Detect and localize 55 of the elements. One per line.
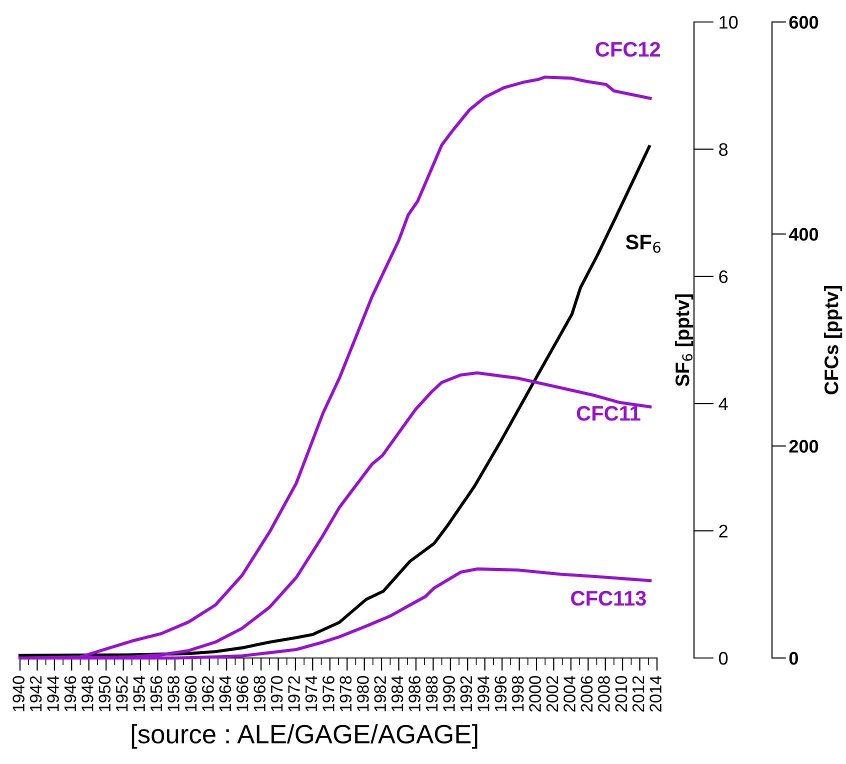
x-tick-label: 2008: [598, 676, 610, 712]
x-tick-label: 1960: [184, 676, 197, 712]
series-label: CFC113: [571, 590, 646, 606]
x-tick-label: 1994: [478, 676, 490, 712]
x-tick-label: 1998: [512, 676, 524, 712]
y-tick-label: 10: [720, 16, 738, 29]
x-tick-label: 1982: [374, 676, 386, 712]
y-tick-label: 4: [718, 398, 728, 410]
x-tick-label: 1954: [133, 676, 145, 712]
x-tick-label: 2004: [564, 676, 576, 712]
x-tick-label: 1952: [116, 676, 128, 712]
x-tick-label: 1970: [270, 676, 283, 712]
x-tick-label: 1946: [64, 676, 76, 712]
y2-axis-title: CFCs [pptv]: [824, 286, 842, 394]
x-tick-label: 2000: [529, 676, 541, 712]
y2-tick-label: 400: [788, 228, 818, 241]
x-tick-label: 1972: [288, 676, 300, 712]
x-tick-label: 1984: [391, 676, 404, 712]
x-tick-label: 1964: [219, 676, 232, 712]
x-tick-label: 1974: [305, 676, 318, 712]
x-tick-label: 1986: [408, 676, 420, 712]
x-tick-label: 1968: [254, 676, 266, 712]
x-tick-label: 1948: [82, 676, 94, 712]
x-tick-label: 1962: [202, 676, 214, 712]
x-tick-label: 1940: [12, 676, 24, 712]
x-tick-label: 2006: [580, 676, 593, 712]
y-tick-label: 6: [719, 270, 728, 284]
x-tick-label: 2014: [650, 676, 662, 712]
y-tick-label: 2: [719, 524, 728, 538]
x-tick-label: 1988: [426, 676, 438, 712]
x-tick-label: 1950: [98, 676, 111, 712]
x-tick-label: 2002: [546, 676, 558, 712]
x-tick-label: 1996: [494, 676, 507, 712]
y-tick-label: 0: [719, 652, 728, 665]
x-tick-label: 1976: [322, 676, 334, 712]
x-tick-label: 1990: [443, 676, 455, 712]
x-tick-label: 1980: [356, 676, 369, 712]
series-label: CFC11: [576, 406, 640, 421]
x-tick-label: 1992: [460, 676, 472, 712]
x-tick-label: 2010: [615, 676, 628, 712]
y-tick-label: 8: [719, 143, 728, 156]
series-label: CFC12: [596, 42, 660, 57]
y2-tick-label: 200: [789, 440, 818, 453]
y2-tick-label: 600: [789, 16, 818, 29]
y2-tick-label: 0: [789, 652, 798, 665]
x-tick-label: 1944: [47, 676, 59, 712]
y-axis-title: SF$_{6}$ [pptv]: [675, 294, 694, 386]
x-tick-label: 1956: [150, 676, 162, 712]
x-tick-label: 1958: [168, 676, 180, 712]
x-tick-label: 1978: [340, 676, 352, 712]
x-tick-label: 2012: [632, 676, 644, 712]
x-tick-label: 1966: [236, 676, 248, 712]
x-tick-label: 1942: [30, 676, 42, 712]
series-label: SF$_{6}$: [626, 234, 660, 253]
text: [source : ALE/GAGE/AGAGE]: [132, 724, 478, 749]
